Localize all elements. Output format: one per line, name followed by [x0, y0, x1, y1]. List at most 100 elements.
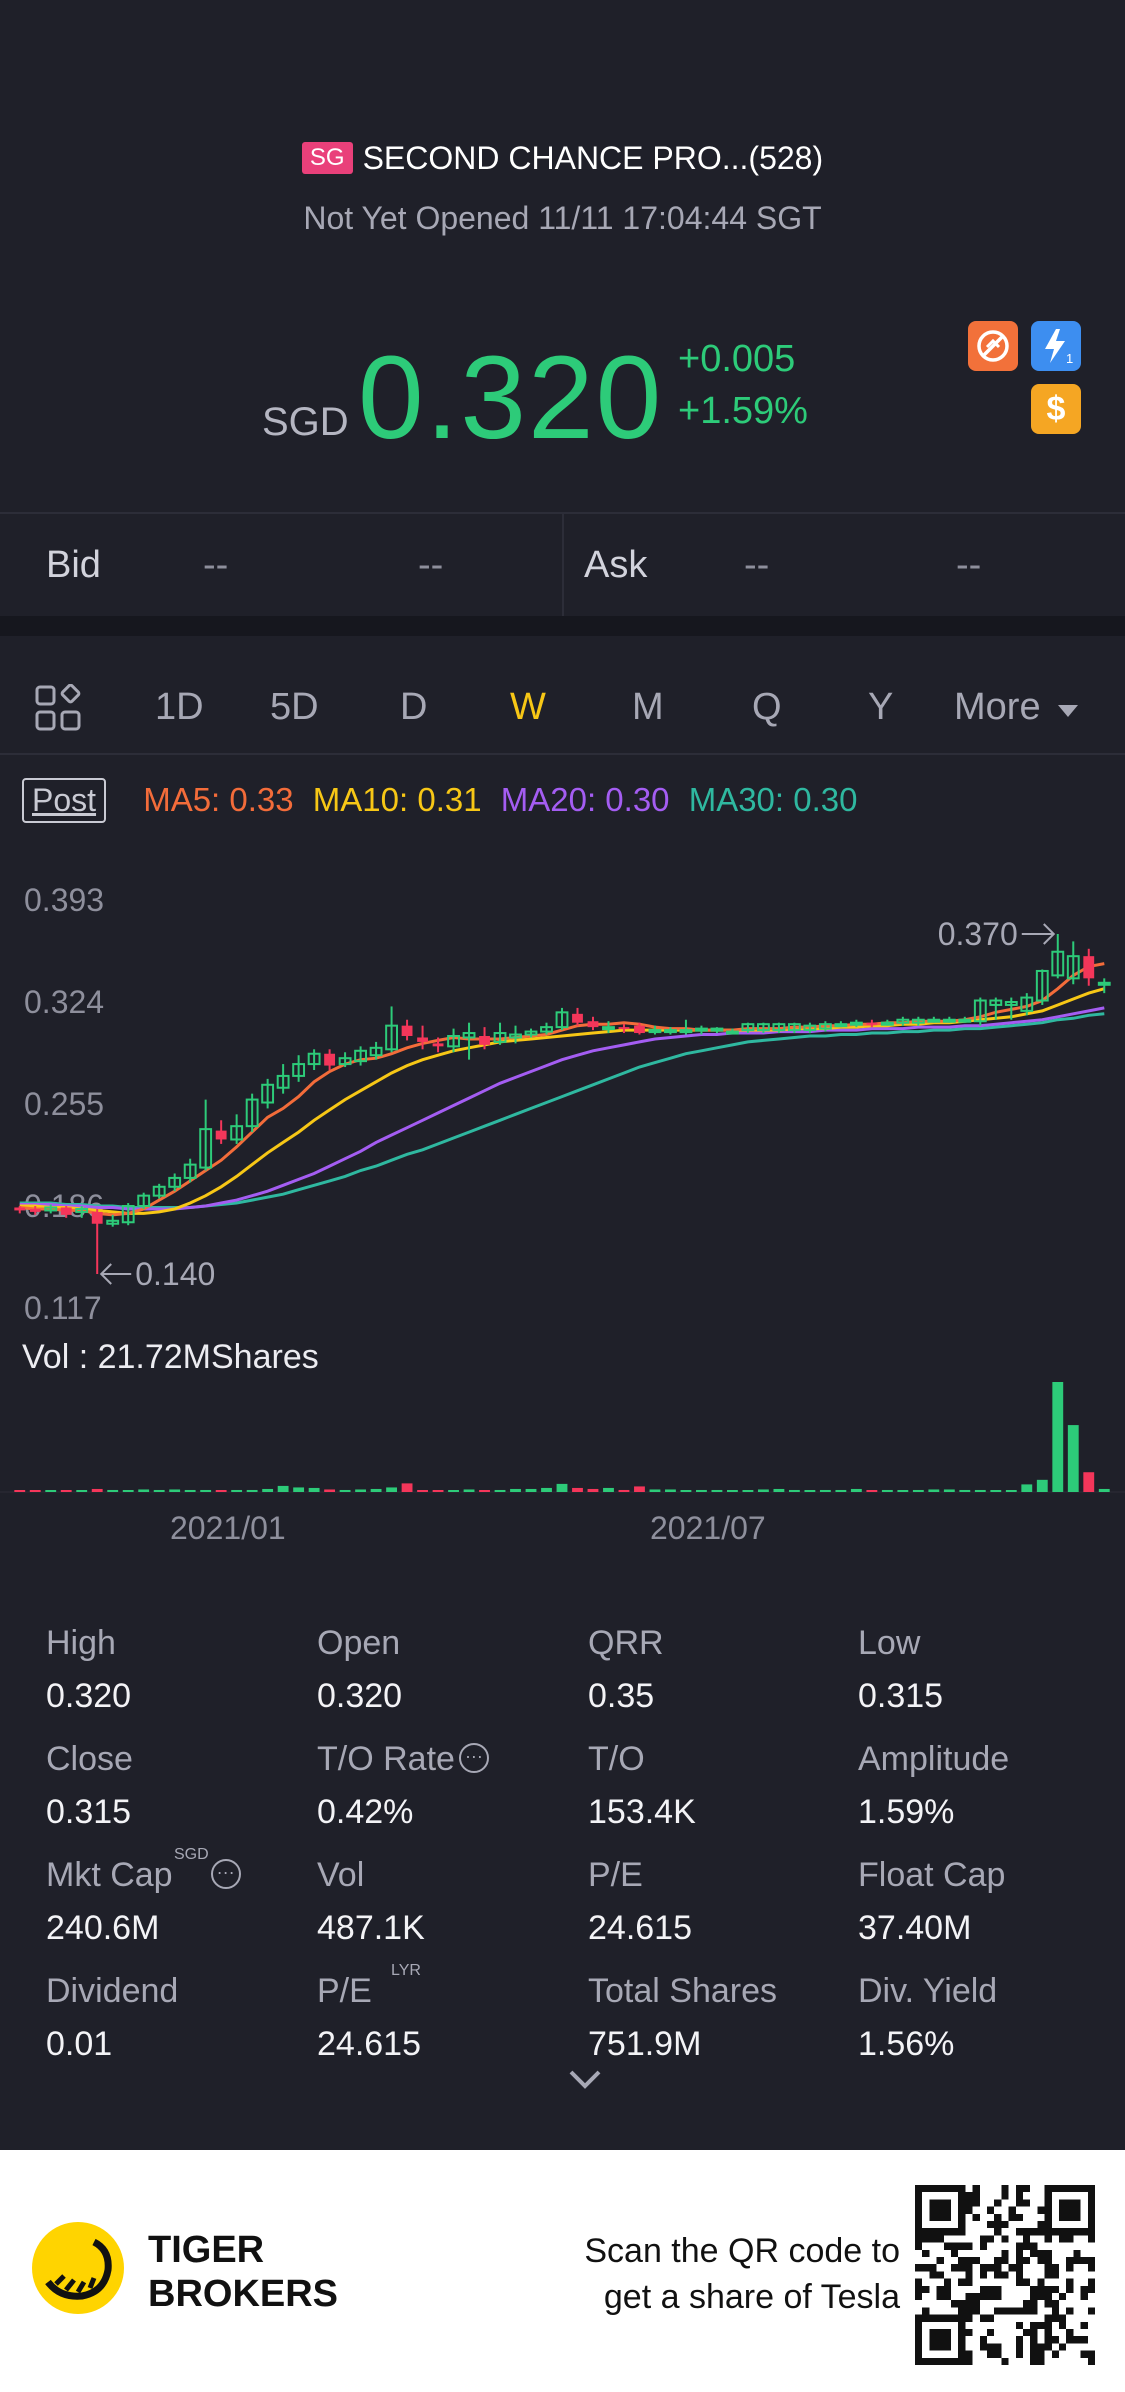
- lightning-icon[interactable]: 1: [1031, 321, 1081, 371]
- ma30-line: [19, 1012, 1105, 1209]
- kline-chart[interactable]: 0.393 0.324 0.255 0.186 0.117 0.370 0.140: [0, 860, 1125, 1560]
- stat-label-sup: SGD: [174, 1846, 209, 1863]
- stock-title[interactable]: SG SECOND CHANCE PRO...(528): [0, 140, 1125, 177]
- tab-m[interactable]: M: [632, 686, 664, 728]
- stat-label: T/O Rate ···: [317, 1740, 577, 1779]
- candle-body-down: [587, 1021, 599, 1028]
- qr-module: [972, 2257, 980, 2265]
- stat-label-text: QRR: [588, 1624, 664, 1662]
- qr-module: [929, 2329, 937, 2337]
- qr-module: [929, 2185, 937, 2193]
- chart-layout-icon[interactable]: [34, 684, 82, 732]
- qr-module: [943, 2213, 951, 2221]
- volume-bar: [696, 1489, 707, 1492]
- tab-5d[interactable]: 5D: [270, 686, 319, 728]
- stat-qrr-2: QRR 0.35: [588, 1624, 848, 1716]
- qr-module: [1001, 2307, 1009, 2315]
- qr-module: [965, 2206, 973, 2214]
- stat-label-text: Total Shares: [588, 1972, 777, 2010]
- qr-module: [1087, 2192, 1095, 2200]
- qr-module: [1087, 2307, 1095, 2315]
- qr-module: [994, 2228, 1002, 2236]
- stat-total-shares-14: Total Shares 751.9M: [588, 1972, 848, 2064]
- candle-body-up: [896, 1018, 910, 1024]
- qr-module: [915, 2185, 923, 2193]
- volume-bar: [448, 1490, 459, 1492]
- qr-module: [958, 2264, 966, 2272]
- more-info-icon[interactable]: ···: [210, 1859, 241, 1890]
- volume-bar: [665, 1489, 676, 1492]
- qr-module: [1001, 2221, 1009, 2229]
- tab-w[interactable]: W: [510, 686, 546, 728]
- qr-module: [965, 2329, 973, 2337]
- chevron-down-icon[interactable]: [568, 2068, 602, 2092]
- qr-module: [1015, 2350, 1023, 2358]
- no-short-icon[interactable]: [968, 321, 1018, 371]
- qr-module: [1015, 2185, 1023, 2193]
- volume-bar: [432, 1490, 444, 1492]
- stat-label-text: Mkt Cap: [46, 1856, 173, 1894]
- volume-bar: [463, 1489, 475, 1492]
- qr-module: [951, 2242, 959, 2250]
- qr-module: [943, 2357, 951, 2365]
- tab-y[interactable]: Y: [868, 686, 894, 728]
- tiger-logo-icon: [32, 2222, 124, 2314]
- ask-size: --: [956, 544, 982, 586]
- stat-label-sup: LYR: [391, 1962, 421, 1979]
- candle-body-up: [880, 1021, 894, 1026]
- qr-module: [1080, 2257, 1088, 2265]
- post-toggle[interactable]: Post: [22, 778, 107, 823]
- more-info-icon[interactable]: ···: [458, 1743, 489, 1774]
- qr-module: [987, 2221, 995, 2229]
- brand-name: TIGER BROKERS: [148, 2228, 338, 2316]
- stat-value: 0.42%: [317, 1793, 414, 1831]
- stat-p-e-13: P/E LYR 24.615: [317, 1962, 577, 2064]
- qr-module: [1001, 2257, 1009, 2265]
- qr-module: [915, 2343, 923, 2351]
- ma10-line: [19, 987, 1105, 1215]
- volume-bar: [76, 1490, 88, 1492]
- qr-module: [1023, 2185, 1031, 2193]
- qr-module: [1051, 2336, 1059, 2344]
- candle-body-down: [60, 1207, 72, 1215]
- qr-module: [987, 2293, 995, 2301]
- candle-body-up: [152, 1185, 166, 1197]
- qr-module: [1015, 2264, 1023, 2272]
- stat-label: QRR: [588, 1624, 848, 1663]
- tab-q[interactable]: Q: [752, 686, 782, 728]
- qr-module: [922, 2357, 930, 2365]
- qr-module: [1059, 2185, 1067, 2193]
- tab-more[interactable]: More: [954, 686, 1079, 729]
- qr-module: [936, 2271, 944, 2279]
- tab-d[interactable]: D: [400, 686, 428, 728]
- candle-body-down: [401, 1025, 413, 1036]
- qr-module: [936, 2235, 944, 2243]
- brand-line-2: BROKERS: [148, 2273, 339, 2315]
- dollar-icon[interactable]: $: [1031, 384, 1081, 434]
- qr-module: [936, 2314, 944, 2322]
- stat-high-0: High 0.320: [46, 1624, 306, 1716]
- tab-1d[interactable]: 1D: [155, 686, 204, 728]
- volume-bar: [634, 1486, 645, 1492]
- qr-module: [1080, 2228, 1088, 2236]
- stat-label-text: Close: [46, 1740, 133, 1778]
- bid-label: Bid: [46, 544, 101, 586]
- qr-module: [979, 2293, 987, 2301]
- candle-body-up: [1004, 1001, 1018, 1006]
- volume-bar: [850, 1488, 862, 1492]
- qr-module: [994, 2221, 1002, 2229]
- qr-module: [943, 2314, 951, 2322]
- volume-bar: [122, 1490, 134, 1492]
- qr-module: [1066, 2235, 1074, 2243]
- stat-value: 751.9M: [588, 2025, 702, 2063]
- ma30-value: MA30: 0.30: [688, 781, 858, 818]
- qr-module: [1037, 2357, 1045, 2365]
- y-tick-label: 0.255: [24, 1086, 104, 1122]
- qr-module: [972, 2192, 980, 2200]
- qr-module: [965, 2199, 973, 2207]
- qr-code[interactable]: [915, 2185, 1095, 2365]
- qr-module: [951, 2300, 959, 2308]
- qr-module: [958, 2185, 966, 2193]
- qr-module: [1066, 2206, 1074, 2214]
- candle-body-up: [1051, 950, 1065, 977]
